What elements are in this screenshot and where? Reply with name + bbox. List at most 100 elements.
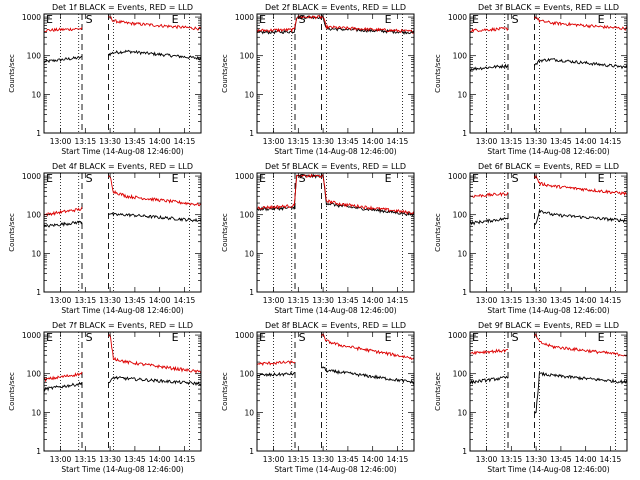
x-tick-label: 13:45 xyxy=(337,296,359,305)
y-tick-label: 100 xyxy=(27,211,42,220)
y-tick-label: 1 xyxy=(36,288,41,297)
series-events-line xyxy=(469,208,628,226)
x-tick-label: 13:00 xyxy=(476,137,498,146)
chart-title: Det 4f BLACK = Events, RED = LLD xyxy=(52,162,193,171)
y-tick-label: 100 xyxy=(240,370,255,379)
x-tick-label: 13:45 xyxy=(550,137,572,146)
y-tick-label: 100 xyxy=(27,52,42,61)
segment-marker-e: E xyxy=(598,13,605,26)
y-tick-label: 1000 xyxy=(235,331,254,340)
x-tick-label: 14:00 xyxy=(362,137,384,146)
x-tick-label: 13:45 xyxy=(550,455,572,464)
x-tick-label: 14:00 xyxy=(149,296,171,305)
y-tick-label: 1000 xyxy=(448,172,467,181)
chart-title: Det 8f BLACK = Events, RED = LLD xyxy=(265,321,406,330)
plot-frame xyxy=(43,331,202,452)
segment-marker-s: S xyxy=(86,13,93,26)
x-axis-label: Start Time (14-Aug-08 12:46:00) xyxy=(61,147,183,156)
series-lld-line xyxy=(43,16,202,33)
chart-title: Det 2f BLACK = Events, RED = LLD xyxy=(265,3,406,12)
y-axis-label: Counts/sec xyxy=(221,213,229,252)
segment-marker-e: E xyxy=(385,331,392,344)
segment-marker-e: E xyxy=(46,331,53,344)
x-tick-label: 13:30 xyxy=(99,137,121,146)
y-tick-label: 100 xyxy=(27,370,42,379)
series-lld-line xyxy=(469,332,628,357)
x-axis-label: Start Time (14-Aug-08 12:46:00) xyxy=(61,465,183,474)
chart-panel-3: Det 3f BLACK = Events, RED = LLD Counts/s… xyxy=(434,3,628,156)
plot-frame xyxy=(43,172,202,293)
segment-marker-s: S xyxy=(299,331,306,344)
x-tick-label: 13:30 xyxy=(312,455,334,464)
x-axis-label: Start Time (14-Aug-08 12:46:00) xyxy=(61,306,183,315)
x-tick-label: 13:15 xyxy=(288,137,310,146)
series-events-line xyxy=(256,14,415,35)
x-tick-label: 14:15 xyxy=(600,455,622,464)
y-tick-label: 1 xyxy=(462,447,467,456)
y-tick-label: 1000 xyxy=(235,172,254,181)
y-tick-label: 1000 xyxy=(235,13,254,22)
x-axis-label: Start Time (14-Aug-08 12:46:00) xyxy=(487,465,609,474)
x-tick-label: 13:00 xyxy=(263,296,285,305)
chart-panel-4: Det 4f BLACK = Events, RED = LLD Counts/s… xyxy=(8,162,202,315)
y-tick-label: 1 xyxy=(462,288,467,297)
x-tick-label: 13:30 xyxy=(525,137,547,146)
x-tick-label: 13:45 xyxy=(124,455,146,464)
x-tick-label: 14:15 xyxy=(387,455,409,464)
chart-title: Det 5f BLACK = Events, RED = LLD xyxy=(265,162,406,171)
segment-marker-e: E xyxy=(172,331,179,344)
x-tick-label: 14:00 xyxy=(149,455,171,464)
x-tick-label: 13:00 xyxy=(50,296,72,305)
y-tick-label: 10 xyxy=(31,90,41,99)
y-tick-label: 10 xyxy=(31,408,41,417)
x-tick-label: 13:15 xyxy=(501,455,523,464)
series-events-line xyxy=(43,375,202,392)
segment-marker-s: S xyxy=(86,331,93,344)
x-tick-label: 14:15 xyxy=(174,455,196,464)
y-tick-label: 1 xyxy=(249,129,254,138)
x-axis-label: Start Time (14-Aug-08 12:46:00) xyxy=(274,465,396,474)
y-tick-label: 10 xyxy=(457,408,467,417)
y-axis-label: Counts/sec xyxy=(221,372,229,411)
series-events-line xyxy=(43,49,202,64)
x-tick-label: 13:15 xyxy=(75,455,97,464)
x-tick-label: 13:45 xyxy=(550,296,572,305)
segment-marker-e: E xyxy=(259,13,266,26)
x-tick-label: 14:00 xyxy=(575,455,597,464)
segment-marker-e: E xyxy=(172,13,179,26)
x-tick-label: 13:00 xyxy=(50,455,72,464)
y-tick-label: 1000 xyxy=(448,13,467,22)
y-tick-label: 10 xyxy=(31,249,41,258)
segment-marker-e: E xyxy=(472,331,479,344)
series-events-line xyxy=(469,371,628,414)
segment-marker-s: S xyxy=(512,331,519,344)
x-tick-label: 13:00 xyxy=(263,137,285,146)
y-tick-label: 100 xyxy=(453,211,468,220)
chart-panel-2: Det 2f BLACK = Events, RED = LLD Counts/s… xyxy=(221,3,415,156)
x-tick-label: 13:15 xyxy=(501,137,523,146)
x-tick-label: 14:15 xyxy=(174,137,196,146)
segment-marker-s: S xyxy=(512,13,519,26)
segment-marker-e: E xyxy=(46,172,53,185)
x-tick-label: 13:30 xyxy=(525,455,547,464)
segment-marker-e: E xyxy=(385,13,392,26)
x-axis-label: Start Time (14-Aug-08 12:46:00) xyxy=(274,306,396,315)
plot-frame xyxy=(256,172,415,293)
x-tick-label: 13:15 xyxy=(75,137,97,146)
chart-panel-7: Det 7f BLACK = Events, RED = LLD Counts/s… xyxy=(8,321,202,474)
chart-panel-5: Det 5f BLACK = Events, RED = LLD Counts/s… xyxy=(221,162,415,315)
x-axis-label: Start Time (14-Aug-08 12:46:00) xyxy=(274,147,396,156)
y-axis-label: Counts/sec xyxy=(434,372,442,411)
segment-marker-e: E xyxy=(472,13,479,26)
series-events-line xyxy=(256,366,415,385)
y-tick-label: 1000 xyxy=(22,13,41,22)
series-lld-line xyxy=(469,173,628,198)
segment-marker-s: S xyxy=(299,13,306,26)
x-tick-label: 14:00 xyxy=(362,296,384,305)
y-tick-label: 1000 xyxy=(448,331,467,340)
x-tick-label: 14:00 xyxy=(362,455,384,464)
y-tick-label: 10 xyxy=(457,90,467,99)
segment-marker-e: E xyxy=(172,172,179,185)
segment-marker-e: E xyxy=(385,172,392,185)
